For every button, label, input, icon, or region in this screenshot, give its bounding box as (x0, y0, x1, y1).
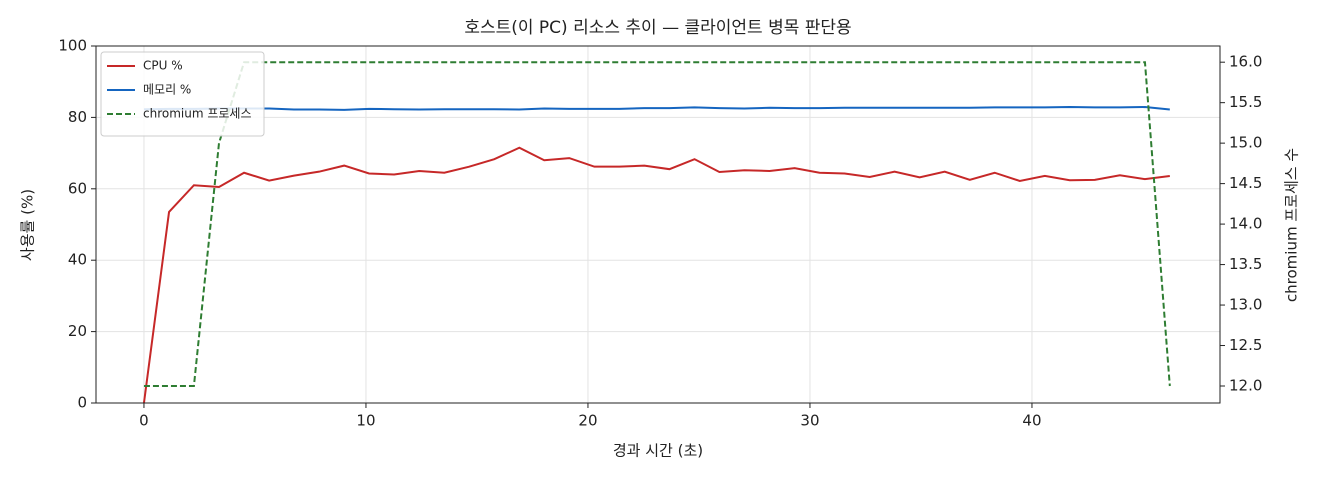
y2-tick-label: 14.5 (1229, 174, 1262, 192)
y2-tick-label: 13.5 (1229, 255, 1262, 273)
y-tick-label: 40 (68, 251, 87, 269)
y2-tick-label: 12.5 (1229, 336, 1262, 354)
y2-tick-label: 14.0 (1229, 215, 1262, 233)
y2-tick-label: 12.0 (1229, 377, 1262, 395)
y2-axis-label: chromium 프로세스 수 (1283, 148, 1301, 302)
legend-label: CPU % (143, 59, 183, 73)
x-tick-label: 0 (139, 412, 149, 430)
y-tick-label: 20 (68, 322, 87, 340)
series-line (143, 61, 1171, 387)
y2-tick-label: 15.5 (1229, 93, 1262, 111)
x-tick-label: 30 (800, 412, 819, 430)
y-tick-label: 0 (77, 394, 87, 412)
legend-label: chromium 프로세스 (143, 107, 252, 121)
y-tick-label: 100 (58, 37, 87, 55)
y-tick-label: 60 (68, 179, 87, 197)
x-tick-label: 20 (578, 412, 597, 430)
x-tick-label: 10 (356, 412, 375, 430)
y2-tick-label: 13.0 (1229, 296, 1262, 314)
y-axis-label: 사용률 (%) (19, 189, 37, 261)
series-line (143, 106, 1170, 111)
y2-tick-label: 15.0 (1229, 134, 1262, 152)
y-tick-label: 80 (68, 108, 87, 126)
legend-box (100, 51, 265, 137)
plot-frame (95, 45, 1221, 404)
x-tick-label: 40 (1022, 412, 1041, 430)
legend-label: 메모리 % (143, 83, 191, 97)
y2-tick-label: 16.0 (1229, 53, 1262, 71)
series-line (142, 146, 1170, 404)
x-axis-label: 경과 시간 (초) (613, 442, 703, 460)
chart-title: 호스트(이 PC) 리소스 추이 — 클라이언트 병목 판단용 (464, 18, 851, 38)
